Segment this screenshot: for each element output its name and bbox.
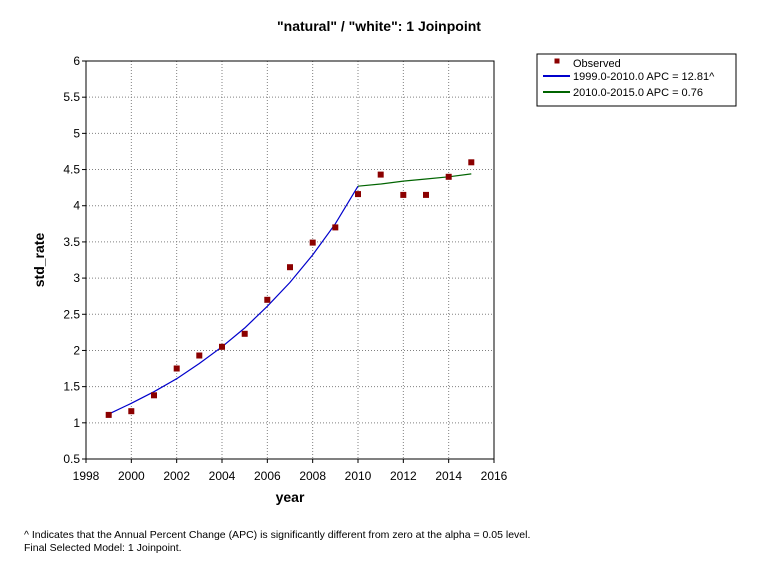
grid-lines: [86, 61, 494, 459]
y-tick-label: 1.5: [63, 380, 80, 394]
x-tick-label: 2006: [254, 469, 281, 483]
y-tick-label: 4: [73, 199, 80, 213]
y-tick-label: 4.5: [63, 163, 80, 177]
observed-point: [105, 411, 112, 418]
y-tick-label: 3: [73, 271, 80, 285]
observed-point: [287, 264, 293, 271]
observed-point: [423, 191, 429, 198]
legend: Observed 1999.0-2010.0 APC = 12.81^ 2010…: [536, 53, 737, 107]
regression-lines: [108, 173, 472, 415]
segment-1-line: [108, 185, 359, 415]
segment-2-line: [357, 173, 472, 187]
observed-point: [468, 159, 475, 166]
x-tick-label: 2004: [209, 469, 236, 483]
legend-observed-marker: [554, 58, 560, 64]
y-tick-label: 2.5: [63, 307, 80, 321]
observed-point: [309, 239, 316, 246]
observed-point: [264, 296, 271, 303]
y-tick-label: 2: [73, 343, 80, 357]
observed-point: [151, 392, 157, 399]
x-tick-label: 1998: [73, 469, 100, 483]
observed-point: [400, 191, 407, 198]
footnote-significance: ^ Indicates that the Annual Percent Chan…: [24, 529, 531, 541]
chart-title: "natural" / "white": 1 Joinpoint: [277, 18, 481, 34]
footnote-final-model: Final Selected Model: 1 Joinpoint.: [24, 542, 182, 554]
x-axis-label: year: [276, 489, 305, 505]
y-tick-label: 5: [73, 126, 80, 140]
y-tick-label: 1: [73, 416, 80, 430]
observed-point: [377, 171, 384, 178]
observed-point: [332, 224, 339, 231]
x-tick-label: 2000: [118, 469, 145, 483]
axis-ticks: 0.5 1 1.5 2 2.5 3 3.5 4 4.5 5 5.5 6 1998 2000 2002 2004…: [63, 54, 507, 483]
y-tick-label: 5.5: [63, 90, 80, 104]
observed-point: [445, 173, 452, 180]
observed-point: [128, 408, 135, 415]
y-tick-label: 0.5: [63, 452, 80, 466]
x-tick-label: 2014: [435, 469, 462, 483]
legend-box: [536, 53, 737, 107]
observed-points: [105, 159, 475, 418]
observed-point: [196, 352, 203, 359]
x-tick-label: 2010: [345, 469, 372, 483]
legend-segment-1-label: 1999.0-2010.0 APC = 12.81^: [573, 71, 715, 83]
y-tick-label: 6: [73, 54, 80, 68]
x-tick-label: 2002: [163, 469, 190, 483]
x-tick-label: 2016: [481, 469, 508, 483]
legend-segment-2-label: 2010.0-2015.0 APC = 0.76: [573, 87, 703, 99]
y-tick-label: 3.5: [63, 235, 80, 249]
observed-point: [219, 343, 225, 350]
observed-point: [173, 365, 180, 372]
observed-point: [355, 191, 361, 198]
x-tick-label: 2012: [390, 469, 417, 483]
x-tick-label: 2008: [299, 469, 326, 483]
observed-point: [241, 330, 248, 337]
legend-observed-label: Observed: [573, 58, 621, 70]
plot-area: [85, 60, 495, 460]
y-axis-label: std_rate: [31, 233, 47, 288]
